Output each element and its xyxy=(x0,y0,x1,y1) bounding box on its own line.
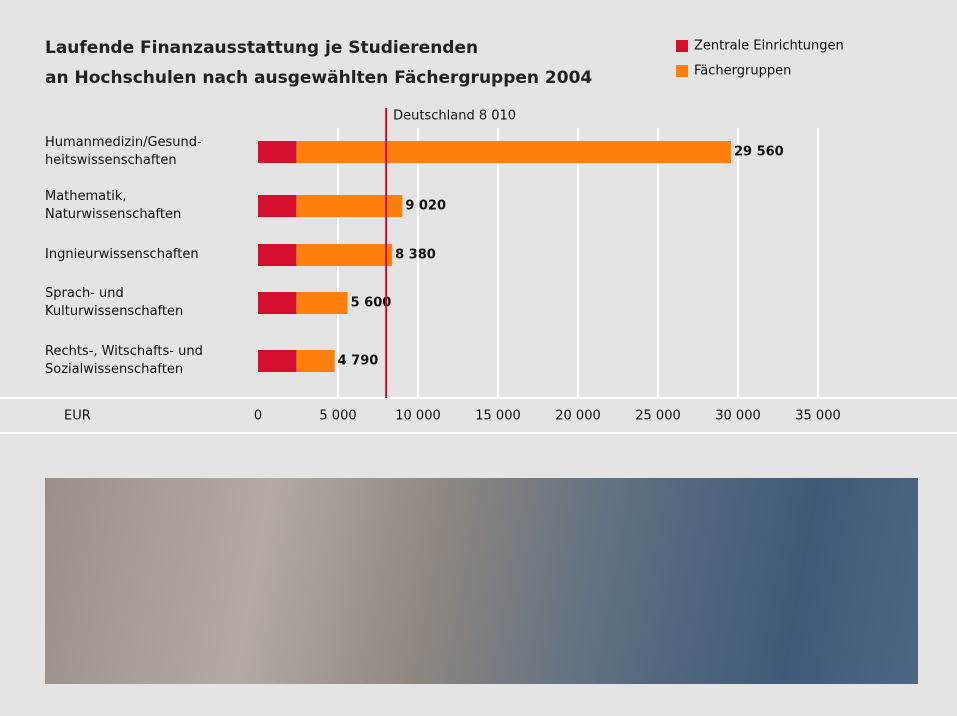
bar-segment xyxy=(258,141,297,163)
legend-label: Zentrale Einrichtungen xyxy=(694,39,844,54)
legend-swatch xyxy=(676,65,688,77)
bar-segment xyxy=(296,244,393,266)
total-label: 4 790 xyxy=(338,354,379,369)
photo xyxy=(45,478,918,684)
bar-segment xyxy=(296,195,403,217)
y-tick-label: Sprach- und Kulturwissenschaften xyxy=(45,286,184,319)
total-label: 9 020 xyxy=(405,199,446,214)
bar-segment xyxy=(296,141,731,163)
x-tick-label: 30 000 xyxy=(715,409,761,424)
bar-segment xyxy=(258,244,297,266)
y-tick-label: Rechts-, Witschafts- und Sozialwissensch… xyxy=(45,344,203,377)
bar-segment xyxy=(258,195,297,217)
x-tick-label: 20 000 xyxy=(555,409,601,424)
x-tick-label: 5 000 xyxy=(319,409,356,424)
y-tick-label: Mathematik, Naturwissenschaften xyxy=(45,189,182,222)
total-label: 29 560 xyxy=(734,145,784,160)
y-tick-label: Humanmedizin/Gesund- heitswissenschaften xyxy=(45,135,202,168)
x-tick-label: 15 000 xyxy=(475,409,521,424)
bar-segment xyxy=(296,350,335,372)
x-axis-label: EUR xyxy=(64,409,91,424)
bar-segment xyxy=(296,292,348,314)
legend-label: Fächergruppen xyxy=(694,64,791,79)
x-tick-label: 10 000 xyxy=(395,409,441,424)
total-label: 5 600 xyxy=(351,296,392,311)
total-label: 8 380 xyxy=(395,248,436,263)
x-tick-label: 35 000 xyxy=(795,409,841,424)
x-tick-label: 0 xyxy=(254,409,262,424)
y-tick-label: Ingnieurwissenschaften xyxy=(45,247,199,262)
x-tick-label: 25 000 xyxy=(635,409,681,424)
reference-label: Deutschland 8 010 xyxy=(393,109,516,124)
bar-segment xyxy=(258,292,297,314)
legend-swatch xyxy=(676,40,688,52)
bar-segment xyxy=(258,350,297,372)
chart-title: Laufende Finanzausstattung je Studierend… xyxy=(45,38,593,88)
